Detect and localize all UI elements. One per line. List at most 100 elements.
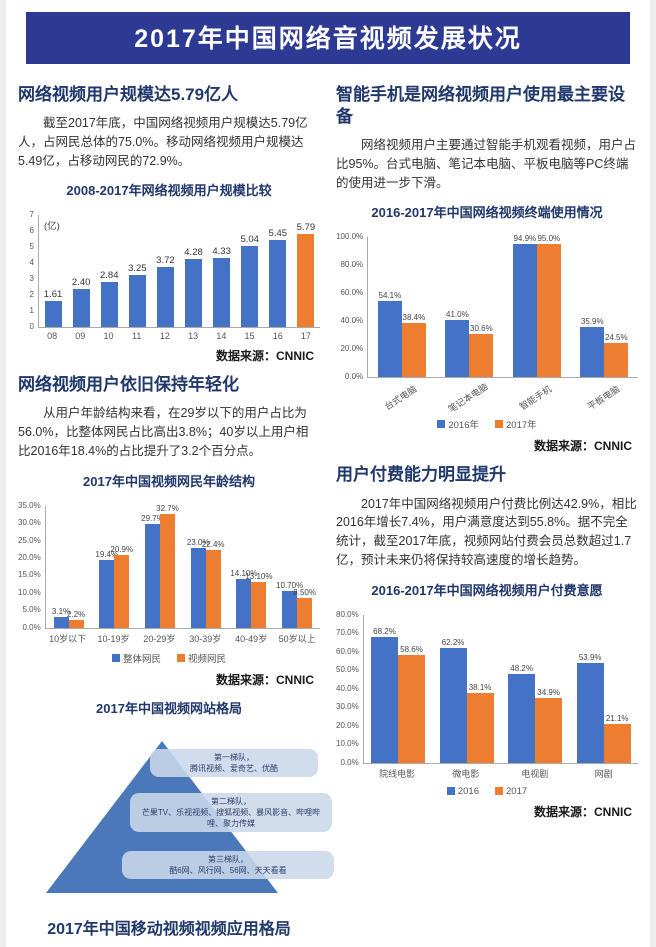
bar-group: 54.1% 38.4% [368,237,435,378]
x-axis-label-text: 院线电影 [379,768,416,779]
bar: 4.28 [184,247,203,328]
bar-group: 41.0% 30.6% [436,237,503,378]
legend-item: 2017年 [495,417,537,431]
chart-title-age: 2017年中国视频网民年龄结构 [83,473,255,489]
page-title-banner: 2017年中国网络音视频发展状况 [26,12,630,64]
bottom-caption: 2017年中国移动视频视频应用格局 [47,920,291,938]
x-axis-label-text: 20-29岁 [143,633,176,644]
legend-swatch [495,787,503,796]
chart-legend: 2016年 2017年 [336,417,638,431]
bar-value-label: 8.50% [293,587,316,597]
x-axis-label-text: 15 [244,331,255,342]
infographic-page: 2017年中国网络音视频发展状况 网络视频用户规模达5.79亿人 截至2017年… [6,0,650,947]
bar-value-label: 2.84 [99,270,119,282]
x-axis-label: 平板电脑 [570,378,638,413]
chart-legend: 整体网民 视频网民 [18,651,320,665]
bar-value-label: 38.1% [468,682,492,692]
x-axis-labels: 10岁以下 10-19岁 20-29岁 30-39岁 40-49岁 50岁以上 [45,629,320,645]
bar: 21.1% [603,714,631,763]
x-axis-label: 微电影 [432,764,501,780]
bar: 38.1% [466,683,494,763]
section-body-age: 从用户年龄结构来看，在29岁以下的用户占比为56.0%，比整体网民占比高出3.8… [18,406,309,458]
tier-2-items: 芒果TV、乐视视频、搜狐视频、暴风影音、哔哩哔哩、聚力传媒 [141,807,321,829]
x-axis-label: 12 [151,328,179,341]
section-body-terminal: 网络视频用户主要通过智能手机观看视频，用户占比95%。台式电脑、笔记本电脑、平板… [336,138,637,190]
x-axis-label: 10-19岁 [91,629,137,645]
bar-value-label: 4.33 [212,246,231,258]
chart-body: 80.0% 70.0% 60.0% 50.0% 40.0% 30.0% 20.0% 10.0%… [336,610,638,780]
x-axis-label-text: 08 [47,331,58,342]
bar: 5.79 [297,222,315,328]
bar-group: 1.61 [39,215,67,328]
bar: 95.0% [536,234,561,378]
x-axis-label: 17 [292,328,320,341]
x-axis-labels: 院线电影 微电影 电视剧 网剧 [363,764,638,780]
section-heading-pay: 用户付费能力明显提升 [336,465,506,485]
legend-label: 整体网民 [122,653,161,665]
bar: 38.4% [401,313,426,378]
x-axis-label-text: 16 [272,331,283,342]
bar: 3.1% [52,607,70,628]
bar-value-label: 34.9% [537,687,560,697]
bar-value-label: 3.25 [128,263,147,275]
source-pay: 数据来源：CNNIC [534,804,632,819]
bar: 3.25 [128,263,147,328]
bar: 41.0% [445,310,470,378]
bar-value-label: 1.61 [43,289,63,301]
bar-value-label: 30.6% [470,324,493,334]
bar: 53.9% [576,653,604,763]
chart-title-pay: 2016-2017年中国网络视频用户付费意愿 [371,582,603,598]
x-axis-label: 院线电影 [363,764,432,780]
source-age: 数据来源：CNNIC [216,672,314,687]
plot-area: 54.1% 38.4% 41.0% 30.6% 94.9% 95.0% 35.9% 24.5% [367,234,638,379]
bar-value-label: 54.1% [378,291,402,301]
bar-value-label: 48.2% [510,663,533,673]
bar-group: 62.2% 38.1% [432,615,501,763]
bar-group: 48.2% 34.9% [501,615,570,763]
pyramid-title: 2017年中国视频网站格局 [96,700,242,716]
x-axis-label-text: 09 [75,331,86,342]
chart-title-user-scale: 2008-2017年网络视频用户规模比较 [66,183,272,199]
plot-area: 68.2% 58.6% 62.2% 38.1% 48.2% 34.9% 53.9% 21.1% [362,614,638,764]
plot-area: 1.61 2.40 2.84 3.25 3.72 4.28 4.33 5.04 5.45 5.79… [38,215,320,329]
bar: 29.7% [141,514,164,628]
x-axis-label: 20-29岁 [136,629,182,645]
bar: 10.70% [276,581,303,628]
bar: 14.10% [230,569,257,628]
bar-group: 14.10% 13.10% [229,506,275,628]
bar-group: 3.72 [151,215,179,328]
bar-value-label: 53.9% [578,652,602,662]
x-axis-label-text: 10 [103,331,114,342]
left-column: 网络视频用户规模达5.79亿人 截至2017年底，中国网络视频用户规模达5.79… [18,76,334,941]
bar-value-label: 19.4% [95,549,119,559]
y-axis: 35.0% 30.0% 25.0% 20.0% 15.0% 10.0% 5.0% 0.0% [18,500,41,632]
bar: 58.6% [397,645,425,763]
x-axis-label-text: 平板电脑 [585,384,622,413]
x-axis-label: 40-49岁 [228,629,274,645]
section-body-user-scale: 截至2017年底，中国网络视频用户规模达5.79亿人，占网民总体的75.0%。移… [18,116,308,168]
bar-group: 68.2% 58.6% [364,615,433,763]
bar: 4.33 [212,246,231,328]
bar-group: 4.33 [208,215,236,328]
bar: 13.10% [245,572,272,628]
bar: 5.45 [269,228,287,328]
bar: 35.9% [580,317,605,378]
plot-wrap: 3.1% 2.2% 19.4% 20.9% 29.7% 32.7% 23.0% 22.4% 14… [44,504,320,645]
bar-value-label: 41.0% [446,310,469,320]
bar: 5.04 [240,234,259,328]
bar: 22.4% [202,540,225,628]
chart-title-terminal: 2016-2017年中国网络视频终端使用情况 [371,205,603,221]
bar-value-label: 68.2% [373,626,396,636]
pyramid-tier-3: 第三梯队， 酷6网、风行网、56网、天天看看 [122,850,334,880]
chart-legend: 2016 2017 [336,786,638,797]
legend-swatch [437,420,446,429]
legend-swatch [111,653,120,662]
x-axis-label-text: 电视剧 [521,768,549,779]
x-axis-labels: 08 09 10 11 12 13 14 15 16 17 [38,328,320,341]
bar-value-label: 95.0% [537,234,561,244]
x-axis-label: 15 [235,328,263,341]
x-axis-label-text: 13 [188,331,199,342]
legend-swatch [495,420,503,429]
bar-group: 5.45 [264,215,292,328]
legend-label: 2017年 [506,420,537,432]
